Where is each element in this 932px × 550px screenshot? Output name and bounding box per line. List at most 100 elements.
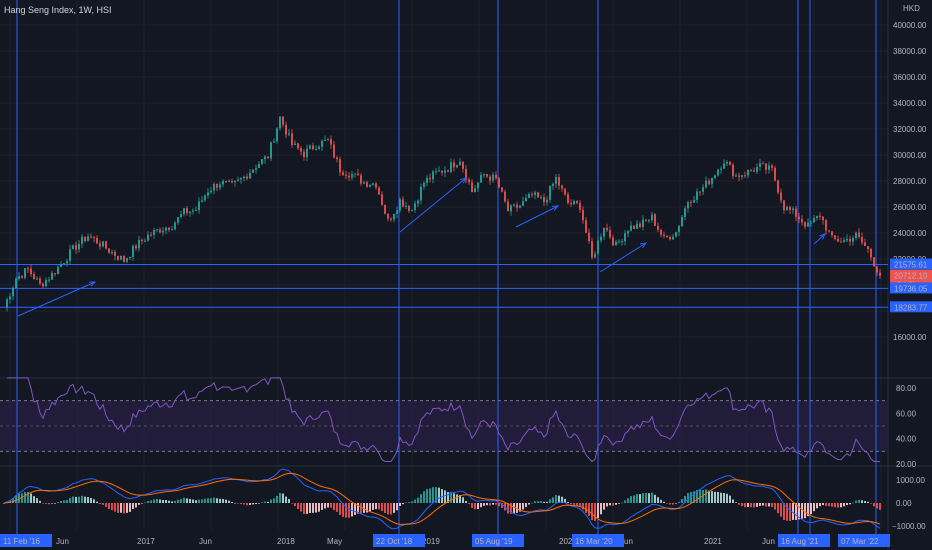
macd-histogram-bar (522, 503, 524, 510)
candle-body (801, 219, 803, 223)
candle-body (123, 255, 125, 262)
macd-histogram-bar (102, 503, 104, 505)
macd-histogram-bar (729, 495, 731, 503)
macd-histogram-bar (30, 493, 32, 503)
macd-histogram-bar (45, 503, 47, 504)
macd-histogram-bar (732, 499, 734, 503)
macd-histogram-bar (66, 500, 68, 503)
trend-arrowhead (639, 242, 648, 249)
macd-histogram-bar (366, 503, 368, 513)
candle-body (315, 148, 317, 150)
price-axis[interactable]: HKD 40000.00 38000.00 36000.00 34000.00 32000… (890, 4, 932, 531)
candle-body (276, 128, 278, 142)
candle-body (12, 287, 14, 297)
macd-histogram-bar (36, 498, 38, 503)
macd-histogram-bar (387, 503, 389, 515)
macd-histogram-bar (855, 500, 857, 503)
macd-histogram-bar (147, 501, 149, 503)
macd-histogram-bar (405, 502, 407, 504)
candle-body (429, 177, 431, 180)
candle-body (792, 208, 794, 211)
candle-body (810, 222, 812, 224)
candle-body (732, 164, 734, 177)
candle-body (609, 230, 611, 238)
macd-histogram-bar (420, 494, 422, 503)
candle-body (426, 177, 428, 183)
macd-histogram-bar (486, 503, 488, 506)
candle-body (663, 234, 665, 236)
macd-histogram-bar (267, 501, 269, 503)
macd-histogram-bar (576, 503, 578, 506)
time-axis[interactable]: Jun2017Jun2018May2019Ju202Jun2021Jun2120… (0, 534, 890, 547)
candle-body (183, 208, 185, 215)
candle-body (351, 174, 353, 178)
candle-body (813, 218, 815, 223)
macd-histogram-bar (747, 503, 749, 508)
candle-body (399, 199, 401, 211)
macd-histogram-bar (111, 503, 113, 511)
candle-body (384, 204, 386, 214)
macd-histogram-bar (174, 500, 176, 503)
time-tick-label: Jun (56, 537, 69, 546)
rsi-tick-label: 60.00 (896, 409, 917, 418)
candle-body (393, 213, 395, 220)
macd-histogram-bar (852, 502, 854, 504)
candle-body (372, 183, 374, 185)
candle-body (693, 199, 695, 203)
candle-body (630, 225, 632, 231)
macd-histogram-bar (801, 503, 803, 519)
macd-histogram-bar (180, 498, 182, 503)
macd-histogram-bar (471, 503, 473, 508)
level-label: 21575.61 (894, 261, 928, 270)
candle-body (249, 172, 251, 179)
macd-histogram-bar (90, 497, 92, 503)
candle-body (267, 156, 269, 159)
candle-body (501, 187, 503, 192)
macd-histogram-bar (534, 501, 536, 503)
macd-histogram-bar (321, 503, 323, 510)
candle-body (234, 180, 236, 183)
candle-body (714, 175, 716, 178)
candle-body (495, 174, 497, 179)
macd-histogram-bar (48, 503, 50, 505)
macd-histogram-bar (444, 490, 446, 503)
candle-body (342, 172, 344, 175)
macd-histogram-bar (762, 503, 764, 506)
candle-body (819, 215, 821, 217)
candle-body (282, 116, 284, 125)
candle-body (96, 237, 98, 244)
macd-histogram-bar (363, 503, 365, 513)
macd-histogram-bar (165, 499, 167, 503)
candle-body (717, 169, 719, 176)
candle-body (24, 268, 26, 278)
candle-body (534, 192, 536, 195)
candle-body (828, 230, 830, 232)
candle-body (93, 237, 95, 239)
macd-histogram-bar (831, 503, 833, 507)
macd-histogram-bar (441, 489, 443, 503)
macd-histogram-bar (492, 503, 494, 505)
macd-histogram-bar (348, 503, 350, 518)
candle-body (297, 143, 299, 149)
macd-histogram-bar (843, 503, 845, 507)
candle-body (339, 159, 341, 173)
candle-body (51, 273, 53, 280)
candle-body (657, 225, 659, 230)
macd-histogram-bar (63, 500, 65, 503)
candle-body (513, 204, 515, 206)
candle-body (555, 177, 557, 184)
macd-histogram-bar (264, 501, 266, 503)
candle-body (843, 240, 845, 242)
macd-histogram-bar (549, 499, 551, 503)
candle-body (723, 163, 725, 169)
macd-histogram-bar (837, 503, 839, 508)
candle-body (222, 180, 224, 185)
candle-body (240, 178, 242, 180)
macd-histogram-bar (252, 503, 254, 505)
candle-body (837, 238, 839, 242)
time-tick-label: Jun (199, 537, 212, 546)
macd-histogram-bar (834, 503, 836, 508)
candle-body (168, 227, 170, 230)
candle-body (468, 179, 470, 183)
macd-histogram-bar (780, 503, 782, 517)
